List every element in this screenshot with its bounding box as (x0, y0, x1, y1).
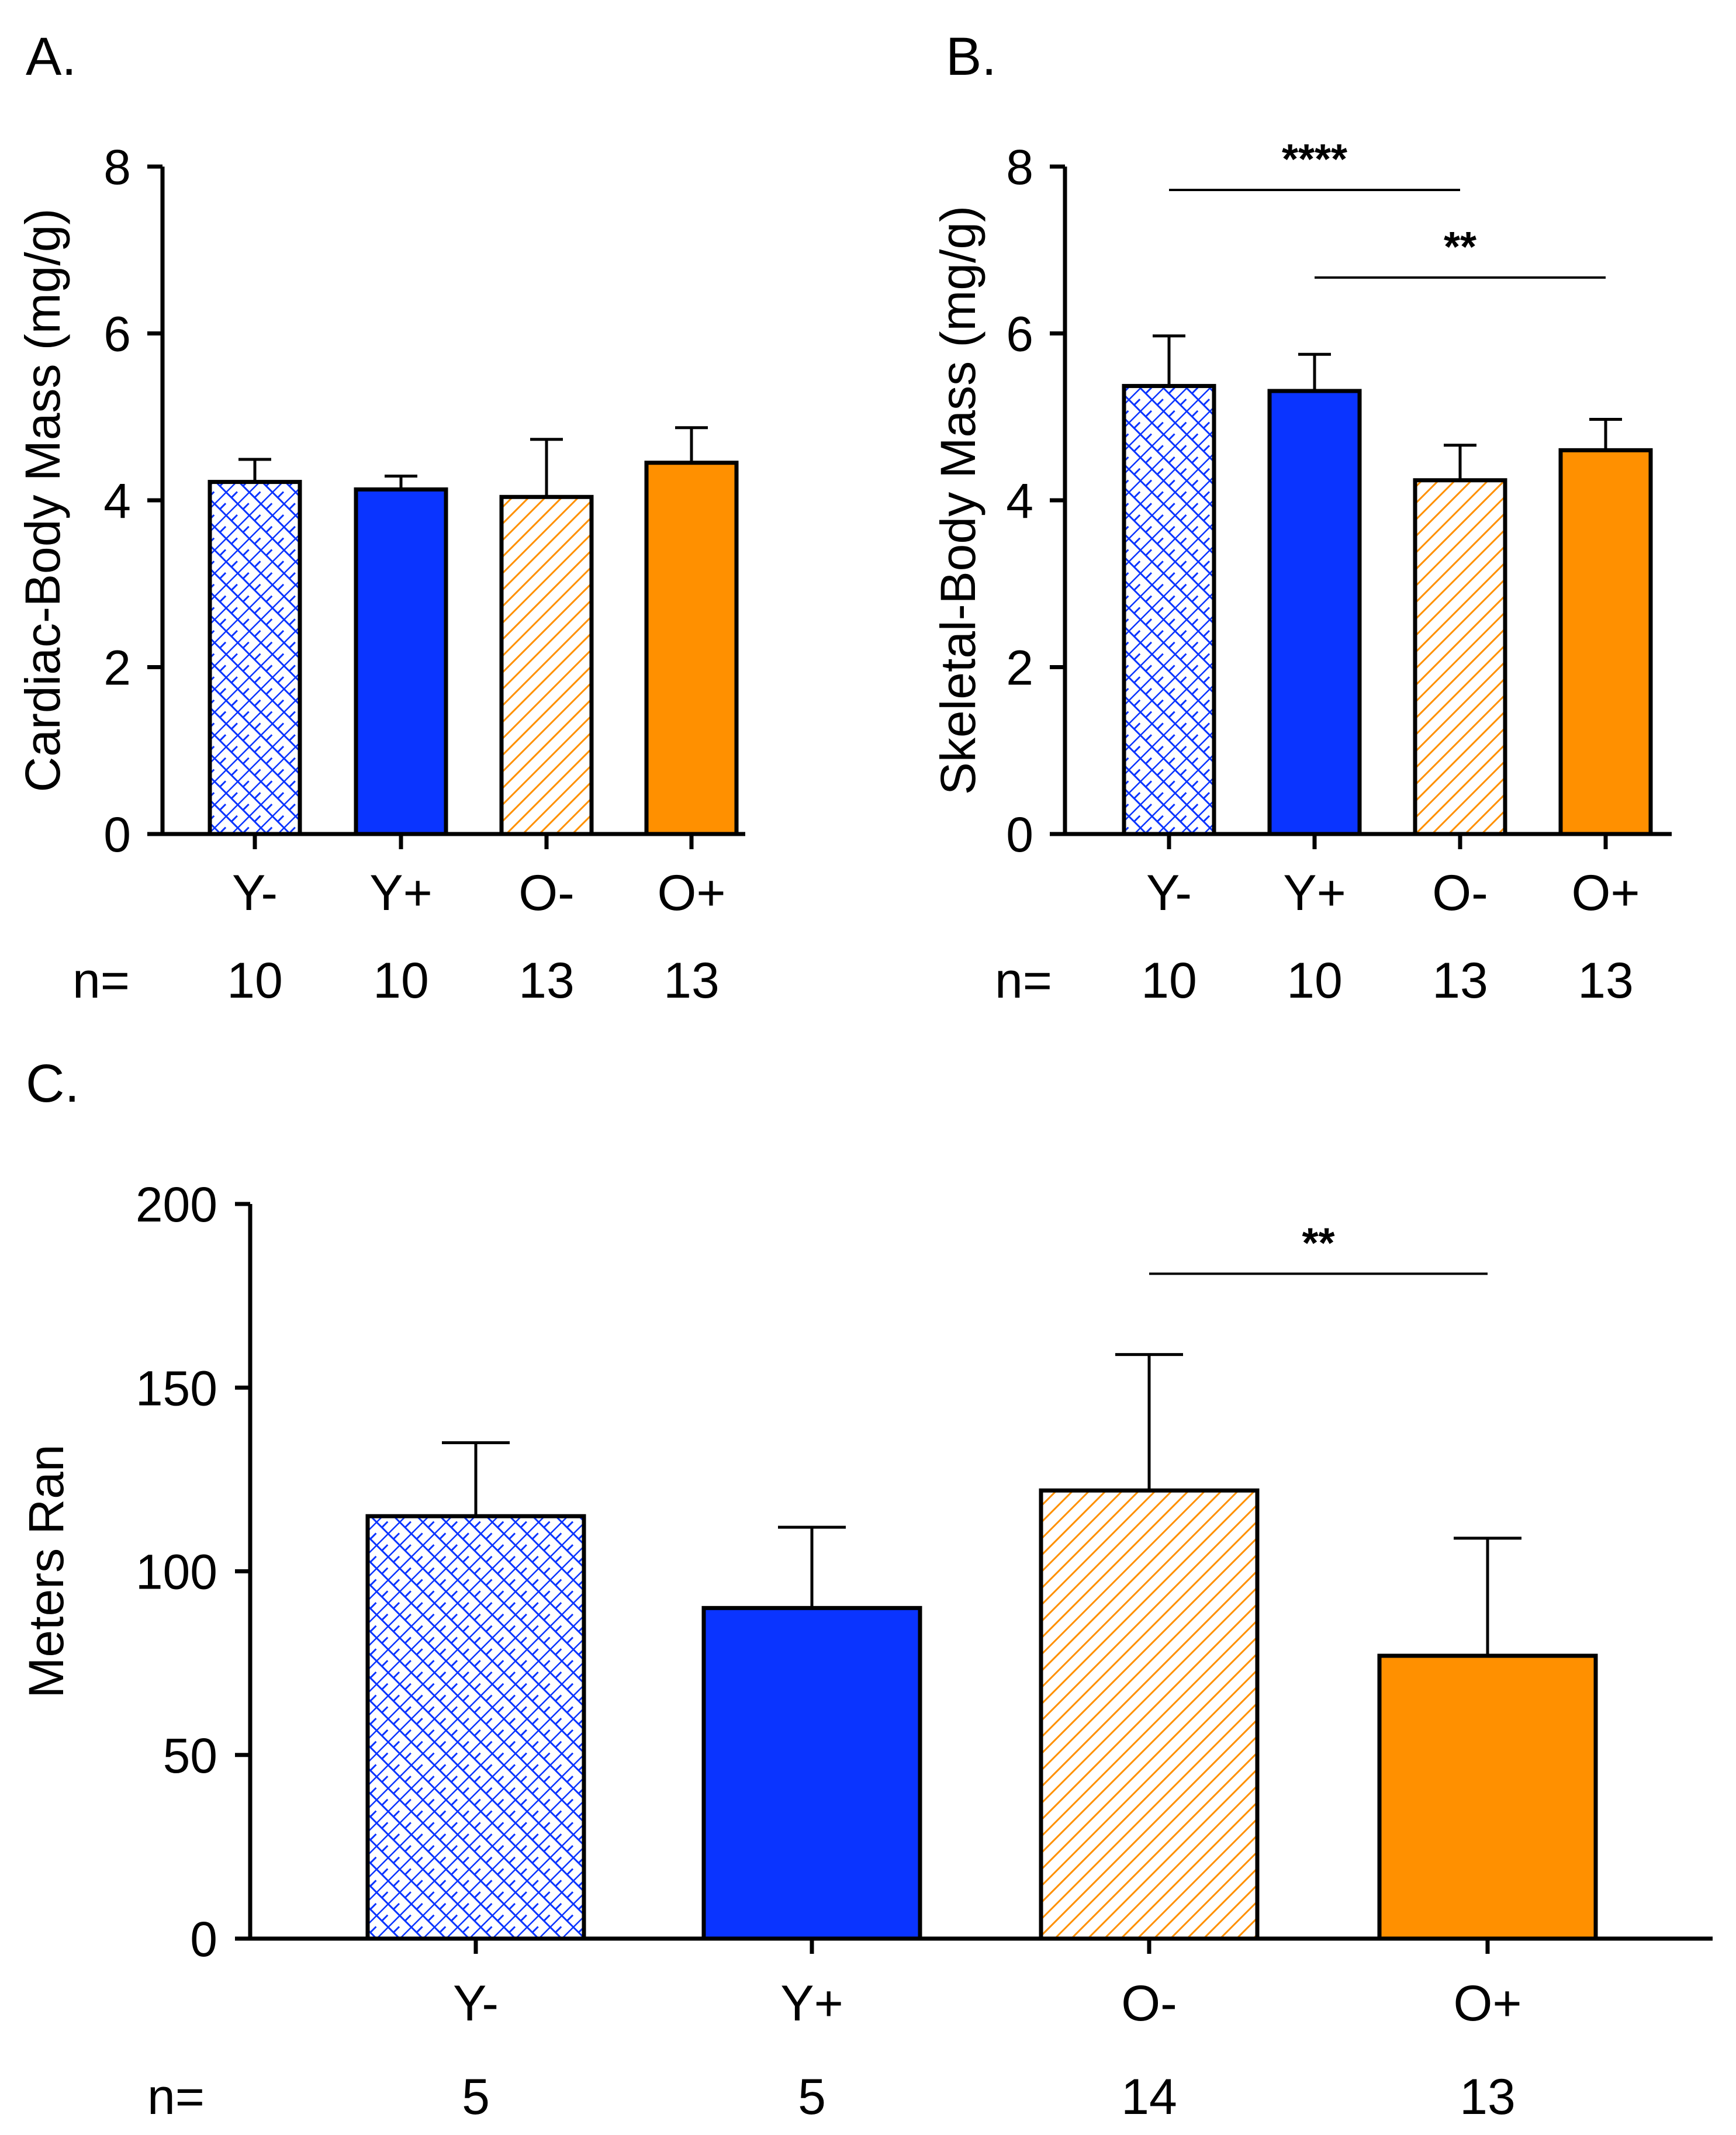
panel-c: C. 0 50 100 150 200 Meters Ran Y- 5 Y+ 5 O- 14 O+ 13 n=… (19, 1054, 1713, 2125)
y-tick-label: 150 (136, 1361, 217, 1416)
y-tick-label: 8 (103, 140, 131, 195)
panel-b: B. 0 2 4 6 8 Skeletal-Body Mass (mg/g) Y- 10 Y+ 10… (931, 27, 1672, 1009)
significance-label: ** (1444, 224, 1476, 271)
y-tick-label: 8 (1006, 140, 1033, 195)
y-tick-label: 6 (1006, 307, 1033, 362)
x-tick-label: O+ (1453, 1975, 1521, 2032)
n-value: 13 (1578, 953, 1634, 1009)
x-tick-label: O+ (1571, 865, 1640, 921)
y-tick-label: 6 (103, 307, 131, 362)
n-value: 13 (1460, 2069, 1516, 2125)
y-tick-label: 200 (136, 1177, 217, 1232)
n-value: 13 (1432, 953, 1488, 1009)
y-tick-label: 2 (1006, 641, 1033, 695)
bar-yminus (208, 480, 302, 836)
bar-yminus (1122, 383, 1216, 836)
bar-ominus (1039, 1488, 1260, 1941)
bar-yminus (365, 1514, 586, 1941)
x-tick-label: Y- (1146, 865, 1192, 921)
y-axis-title: Cardiac-Body Mass (mg/g) (15, 209, 70, 793)
x-tick-label: O- (1432, 865, 1488, 921)
x-tick-label: Y+ (369, 865, 433, 921)
panel-label: B. (946, 27, 997, 86)
panel-label: A. (26, 27, 77, 86)
y-tick-label: 2 (103, 641, 131, 695)
panel-label: C. (26, 1054, 79, 1113)
bar-yplus (1267, 389, 1362, 836)
panel-a: A. 0 2 4 6 8 Cardiac-Body Mass (mg/g) Y- 10 Y+ 10 O… (15, 27, 745, 1009)
x-tick-label: O+ (657, 865, 725, 921)
n-value: 5 (798, 2069, 826, 2125)
bar-oplus (1377, 1653, 1598, 1941)
n-prefix: n= (147, 2069, 205, 2125)
y-axis-title: Skeletal-Body Mass (mg/g) (931, 206, 985, 795)
n-value: 10 (1287, 953, 1343, 1009)
n-value: 13 (663, 953, 720, 1009)
n-value: 10 (227, 953, 283, 1009)
n-value: 14 (1121, 2069, 1177, 2125)
x-tick-label: O- (1121, 1975, 1177, 2032)
significance-label: **** (1282, 136, 1347, 183)
y-tick-label: 0 (1006, 807, 1033, 862)
y-tick-label: 0 (103, 807, 131, 862)
n-value: 10 (1141, 953, 1197, 1009)
bar-yplus (701, 1605, 922, 1941)
x-tick-label: O- (518, 865, 575, 921)
y-tick-label: 100 (136, 1545, 217, 1600)
bar-yplus (354, 487, 448, 836)
n-value: 5 (462, 2069, 490, 2125)
n-prefix: n= (995, 953, 1052, 1009)
y-tick-label: 50 (163, 1728, 217, 1783)
y-tick-label: 4 (1006, 473, 1033, 528)
x-tick-label: Y- (232, 865, 278, 921)
x-tick-label: Y- (453, 1975, 499, 2032)
significance-label: ** (1302, 1220, 1334, 1267)
bar-ominus (499, 494, 594, 836)
y-tick-label: 4 (103, 473, 131, 528)
bar-ominus (1413, 478, 1507, 836)
n-value: 10 (373, 953, 429, 1009)
y-tick-label: 0 (190, 1912, 217, 1967)
x-tick-label: Y+ (780, 1975, 843, 2032)
y-axis-title: Meters Ran (19, 1444, 74, 1698)
n-value: 13 (518, 953, 575, 1009)
bar-oplus (644, 461, 739, 836)
n-prefix: n= (72, 953, 130, 1009)
x-tick-label: Y+ (1283, 865, 1346, 921)
bar-oplus (1558, 448, 1653, 836)
